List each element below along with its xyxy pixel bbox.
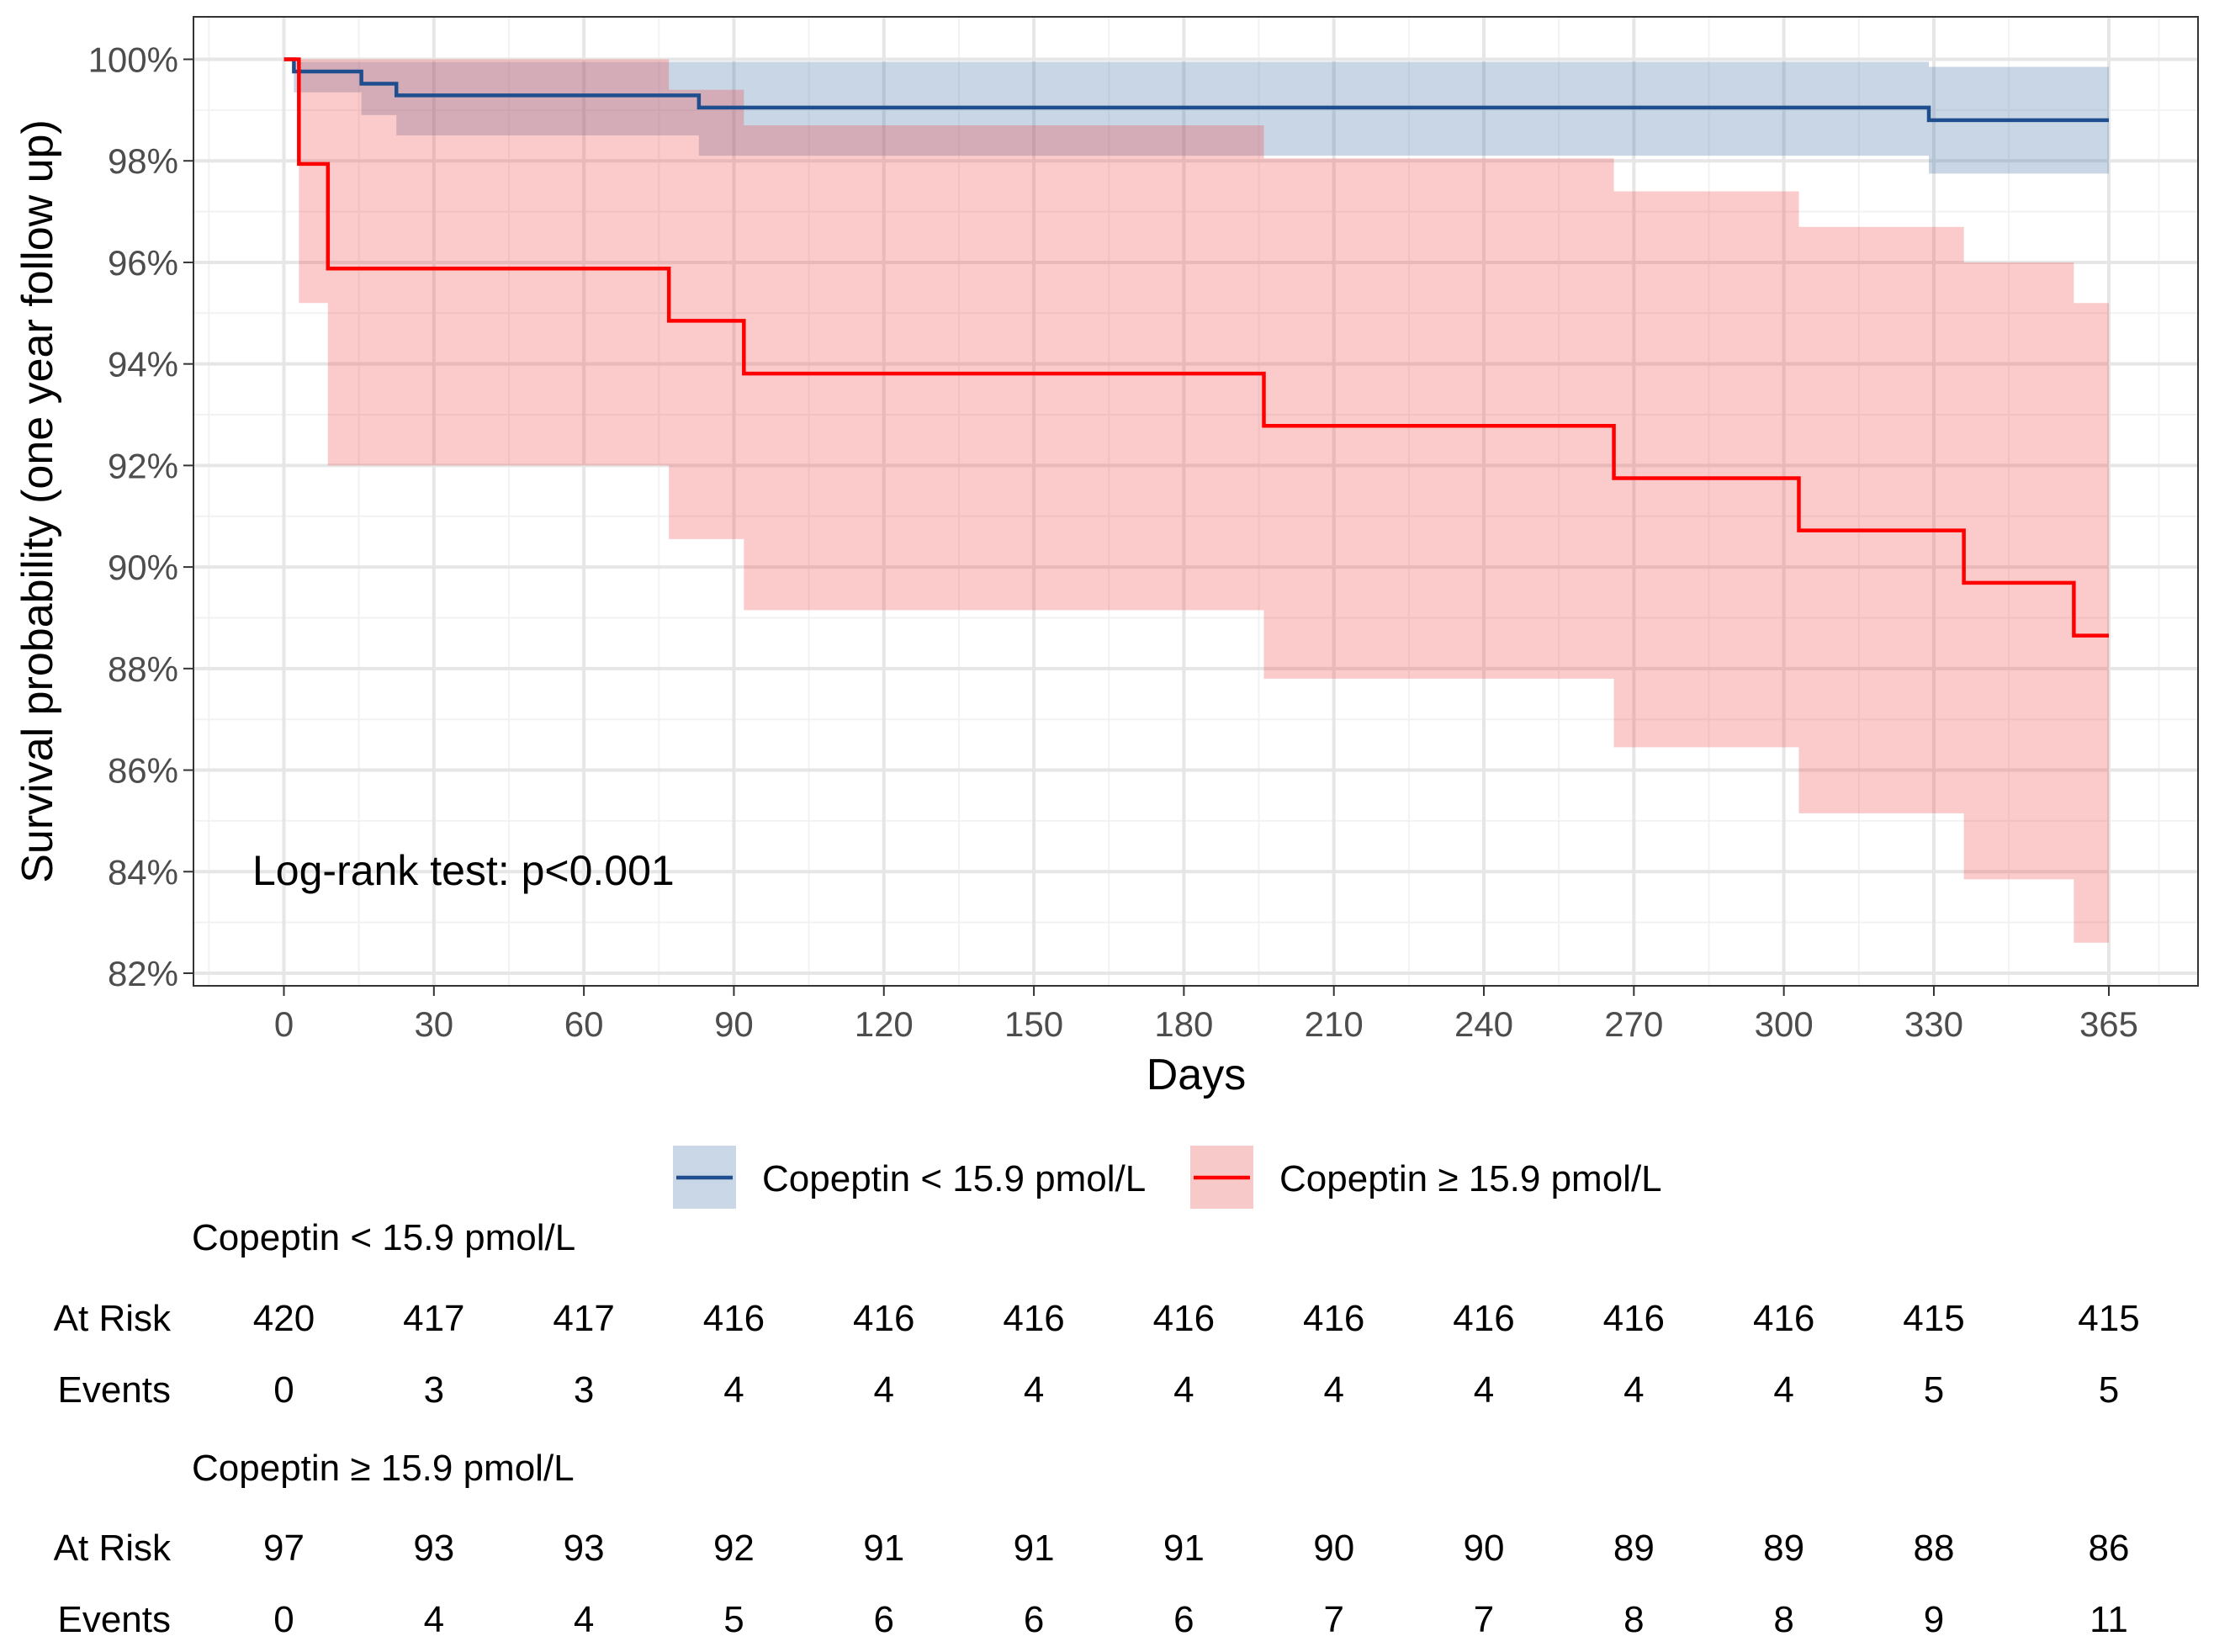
events-cell: 3 [424, 1369, 444, 1411]
events-cell: 5 [723, 1599, 744, 1640]
events-cell: 11 [2090, 1599, 2128, 1640]
at-risk-cell: 90 [1464, 1528, 1505, 1569]
at-risk-cell: 92 [713, 1528, 755, 1569]
events-cell: 4 [1773, 1369, 1793, 1411]
events-cell: 4 [574, 1599, 594, 1640]
x-tick-label: 270 [1604, 1004, 1663, 1044]
y-axis-ticks: 100% 98% 96% 94% 92% 90% 88% 86% 84% 82% [88, 40, 193, 993]
risk-table-row-label-events: Events [57, 1369, 171, 1411]
risk-table-group-title: Copeptin ≥ 15.9 pmol/L [192, 1448, 575, 1489]
events-cell: 3 [574, 1369, 594, 1411]
events-cell: 4 [424, 1599, 444, 1640]
x-axis-ticks: 0 30 60 90 120 150 180 210 240 270 300 330 365 [274, 986, 2138, 1044]
x-tick-label: 300 [1755, 1004, 1814, 1044]
y-axis-title: Survival probability (one year follow up… [13, 119, 62, 883]
x-tick-label: 60 [564, 1004, 604, 1044]
confidence-band-high [283, 59, 2109, 943]
at-risk-cell: 416 [853, 1298, 914, 1339]
events-cell: 5 [1924, 1369, 1944, 1411]
at-risk-cell: 86 [2089, 1528, 2130, 1569]
y-tick-label: 84% [108, 852, 178, 892]
at-risk-cell: 97 [263, 1528, 305, 1569]
legend-label: Copeptin < 15.9 pmol/L [762, 1158, 1146, 1199]
x-tick-label: 30 [414, 1004, 453, 1044]
x-axis-title: Days [1147, 1051, 1246, 1099]
x-tick-label: 150 [1004, 1004, 1063, 1044]
at-risk-cell: 93 [564, 1528, 605, 1569]
at-risk-cell: 90 [1313, 1528, 1354, 1569]
survival-curve-high [283, 57, 2109, 638]
x-tick-label: 210 [1305, 1004, 1364, 1044]
events-cell: 7 [1323, 1599, 1343, 1640]
y-tick-label: 100% [88, 40, 178, 80]
at-risk-cell: 91 [863, 1528, 904, 1569]
at-risk-cell: 416 [1003, 1298, 1064, 1339]
risk-table-row-label-at-risk: At Risk [54, 1528, 172, 1569]
survival-curve-low [283, 57, 2109, 123]
at-risk-cell: 416 [1453, 1298, 1514, 1339]
risk-table-row-label-events: Events [57, 1599, 171, 1640]
at-risk-cell: 89 [1613, 1528, 1655, 1569]
confidence-bands [283, 59, 2109, 943]
x-tick-label: 330 [1904, 1004, 1963, 1044]
legend: Copeptin < 15.9 pmol/L Copeptin ≥ 15.9 pm… [673, 1146, 1662, 1209]
y-tick-label: 90% [108, 548, 178, 587]
at-risk-cell: 417 [553, 1298, 614, 1339]
events-cell: 4 [1323, 1369, 1343, 1411]
events-cell: 4 [723, 1369, 744, 1411]
at-risk-cell: 416 [703, 1298, 765, 1339]
risk-table: Copeptin < 15.9 pmol/L At Risk Events 420 0 4… [54, 1217, 2140, 1640]
at-risk-cell: 416 [1603, 1298, 1665, 1339]
y-tick-label: 92% [108, 446, 178, 485]
at-risk-cell: 415 [1903, 1298, 1964, 1339]
survival-curves [283, 57, 2109, 638]
at-risk-cell: 91 [1163, 1528, 1205, 1569]
x-tick-label: 0 [274, 1004, 294, 1044]
events-cell: 6 [1173, 1599, 1194, 1640]
events-cell: 8 [1623, 1599, 1644, 1640]
events-cell: 6 [874, 1599, 894, 1640]
annotation-logrank: Log-rank test: p<0.001 [252, 847, 675, 894]
risk-table-group-title: Copeptin < 15.9 pmol/L [192, 1217, 575, 1258]
at-risk-cell: 91 [1014, 1528, 1055, 1569]
y-tick-label: 86% [108, 751, 178, 791]
x-tick-label: 180 [1154, 1004, 1213, 1044]
y-tick-label: 96% [108, 243, 178, 283]
at-risk-cell: 93 [413, 1528, 454, 1569]
x-tick-label: 120 [855, 1004, 914, 1044]
risk-table-row-label-at-risk: At Risk [54, 1298, 172, 1339]
events-cell: 4 [1623, 1369, 1644, 1411]
plot-panel-border [193, 16, 2199, 987]
events-cell: 9 [1924, 1599, 1944, 1640]
events-cell: 4 [1173, 1369, 1194, 1411]
at-risk-cell: 420 [253, 1298, 315, 1339]
at-risk-cell: 416 [1303, 1298, 1364, 1339]
at-risk-cell: 88 [1913, 1528, 1954, 1569]
at-risk-cell: 417 [403, 1298, 464, 1339]
events-cell: 7 [1474, 1599, 1494, 1640]
events-cell: 5 [2099, 1369, 2119, 1411]
grid-lines [193, 17, 2198, 986]
y-tick-label: 88% [108, 649, 178, 689]
y-tick-label: 94% [108, 345, 178, 384]
at-risk-cell: 416 [1753, 1298, 1814, 1339]
x-tick-label: 90 [714, 1004, 754, 1044]
at-risk-cell: 89 [1763, 1528, 1804, 1569]
y-tick-label: 82% [108, 954, 178, 993]
events-cell: 0 [273, 1599, 294, 1640]
x-tick-label: 240 [1454, 1004, 1513, 1044]
y-tick-label: 98% [108, 141, 178, 181]
events-cell: 4 [1474, 1369, 1494, 1411]
events-cell: 6 [1024, 1599, 1044, 1640]
at-risk-cell: 415 [2078, 1298, 2139, 1339]
x-tick-label: 365 [2079, 1004, 2138, 1044]
confidence-band-low [283, 59, 2109, 174]
events-cell: 4 [874, 1369, 894, 1411]
legend-label: Copeptin ≥ 15.9 pmol/L [1279, 1158, 1662, 1199]
events-cell: 4 [1024, 1369, 1044, 1411]
events-cell: 8 [1773, 1599, 1793, 1640]
events-cell: 0 [273, 1369, 294, 1411]
at-risk-cell: 416 [1153, 1298, 1215, 1339]
